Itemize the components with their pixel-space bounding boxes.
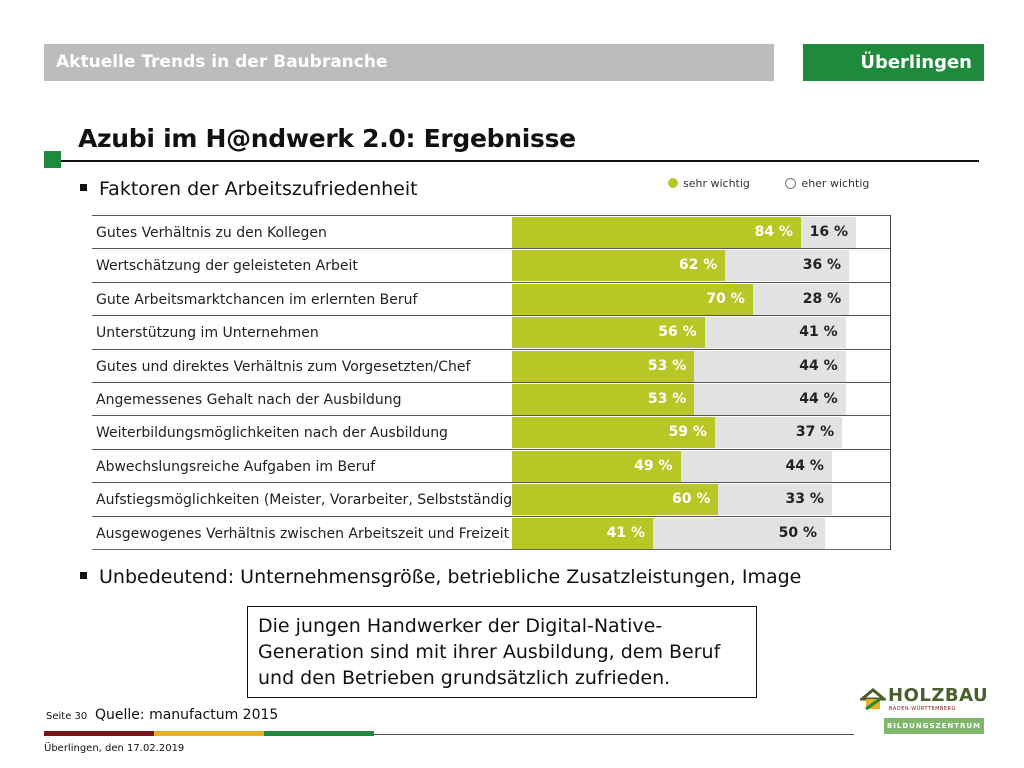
footer-rule — [374, 734, 854, 735]
data-label: 41 % — [799, 324, 838, 341]
bullet-factors: Faktoren der Arbeitszufriedenheit — [80, 178, 418, 200]
conclusion-box: Die jungen Handwerker der Digital-Native… — [247, 606, 757, 698]
category-label: Gutes Verhältnis zu den Kollegen — [96, 225, 327, 241]
logo-band: BILDUNGSZENTRUM — [884, 718, 984, 734]
bullet-unimportant-text: Unbedeutend: Unternehmensgröße, betriebl… — [99, 566, 802, 588]
page-title: Azubi im H@ndwerk 2.0: Ergebnisse — [78, 124, 576, 153]
bar-very-important: 53 % — [512, 350, 695, 382]
chart-row: Aufstiegsmöglichkeiten (Meister, Vorarbe… — [92, 482, 890, 516]
bar-very-important: 56 % — [512, 317, 705, 349]
footer-source: Quelle: manufactum 2015 — [95, 707, 279, 723]
data-label: 50 % — [778, 524, 818, 541]
data-label: 49 % — [634, 457, 673, 474]
chart-row: Gute Arbeitsmarktchancen im erlernten Be… — [92, 281, 890, 315]
data-label: 44 % — [799, 391, 838, 407]
chart-row: Ausgewogenes Verhältnis zwischen Arbeits… — [92, 515, 890, 549]
bar-rather-important: 16 % — [800, 217, 856, 248]
bullet-marker — [80, 184, 87, 191]
title-divider — [61, 160, 979, 162]
chart-row: Wertschätzung der geleisteten Arbeit 62 %… — [92, 248, 890, 282]
data-label: 60 % — [672, 491, 711, 508]
data-label: 33 % — [785, 491, 824, 508]
category-label: Gute Arbeitsmarktchancen im erlernten Be… — [96, 291, 418, 308]
data-label: 56 % — [658, 324, 697, 341]
category-label: Aufstiegsmöglichkeiten (Meister, Vorarbe… — [96, 492, 544, 509]
house-logo-icon — [860, 688, 886, 711]
data-label: 37 % — [795, 424, 835, 441]
data-label: 16 % — [809, 224, 848, 240]
location-badge: Überlingen — [803, 44, 984, 81]
legend-label-rather-important: eher wichtig — [801, 177, 870, 190]
chart-row: Abwechslungsreiche Aufgaben im Beruf 49 %… — [92, 448, 890, 482]
category-label: Gutes und direktes Verhältnis zum Vorges… — [96, 358, 471, 375]
legend-label-very-important: sehr wichtig — [683, 177, 750, 190]
footer-stripe-red — [44, 731, 154, 736]
bar-rather-important: 41 % — [704, 317, 846, 349]
conclusion-text: Die jungen Handwerker der Digital-Native… — [258, 615, 721, 689]
footer-date: Überlingen, den 17.02.2019 — [44, 743, 185, 754]
category-label: Wertschätzung der geleisteten Arbeit — [96, 258, 358, 275]
bar-rather-important: 28 % — [752, 283, 850, 315]
bar-rather-important: 33 % — [718, 484, 832, 516]
bar-rather-important: 44 % — [694, 350, 846, 382]
data-label: 53 % — [647, 391, 687, 407]
bar-very-important: 49 % — [512, 450, 681, 482]
title-accent-square — [44, 151, 61, 168]
category-label: Abwechslungsreiche Aufgaben im Beruf — [96, 458, 376, 475]
footer-stripe-green — [264, 731, 374, 736]
data-label: 53 % — [647, 357, 687, 374]
data-label: 28 % — [802, 290, 842, 307]
bar-very-important: 59 % — [512, 417, 715, 449]
bullet-unimportant: Unbedeutend: Unternehmensgröße, betriebl… — [80, 566, 801, 588]
data-label: 59 % — [668, 424, 707, 441]
footer-stripe-yellow — [154, 731, 264, 736]
bar-very-important: 41 % — [512, 517, 654, 549]
bar-very-important: 53 % — [512, 384, 695, 415]
holzbau-logo: HOLZBAU BADEN-WÜRTTEMBERG BILDUNGSZENTRU… — [860, 685, 988, 735]
location-label: Überlingen — [860, 52, 972, 73]
bar-very-important: 70 % — [512, 283, 753, 315]
data-label: 41 % — [606, 524, 646, 541]
bar-rather-important: 44 % — [680, 450, 832, 482]
bar-very-important: 62 % — [512, 250, 726, 282]
legend-swatch-rather-important — [785, 177, 797, 189]
category-label: Angemessenes Gehalt nach der Ausbildung — [96, 392, 402, 408]
chart-row: Weiterbildungsmöglichkeiten nach der Aus… — [92, 415, 890, 449]
bar-very-important: 84 % — [512, 217, 801, 248]
footer-page-number: Seite 30 — [46, 711, 88, 722]
bar-rather-important: 44 % — [694, 384, 846, 415]
chart-row: Gutes Verhältnis zu den Kollegen 84 % 16 % — [92, 215, 890, 248]
chart-row: Angemessenes Gehalt nach der Ausbildung 5… — [92, 382, 890, 415]
data-label: 36 % — [802, 257, 842, 274]
bar-very-important: 60 % — [512, 484, 719, 516]
chart-legend: sehr wichtig eher wichtig — [668, 177, 901, 190]
bullet-factors-text: Faktoren der Arbeitszufriedenheit — [99, 178, 418, 200]
data-label: 44 % — [785, 457, 824, 474]
data-label: 62 % — [678, 257, 718, 274]
data-label: 84 % — [754, 224, 793, 240]
section-header-title: Aktuelle Trends in der Baubranche — [56, 52, 388, 72]
data-label: 70 % — [706, 290, 745, 307]
bar-rather-important: 36 % — [725, 250, 850, 282]
bar-rather-important: 37 % — [714, 417, 843, 449]
chart-row: Unterstützung im Unternehmen 56 % 41 % — [92, 315, 890, 349]
category-label: Ausgewogenes Verhältnis zwischen Arbeits… — [96, 525, 510, 542]
category-label: Weiterbildungsmöglichkeiten nach der Aus… — [96, 425, 448, 442]
legend-item-very-important: sehr wichtig — [668, 177, 750, 190]
bar-rather-important: 50 % — [653, 517, 826, 549]
bullet-marker — [80, 572, 87, 579]
legend-swatch-very-important — [668, 178, 678, 188]
data-label: 44 % — [799, 357, 838, 374]
category-label: Unterstützung im Unternehmen — [96, 325, 319, 342]
stacked-bar-chart: Gutes Verhältnis zu den Kollegen 84 % 16 %… — [92, 215, 891, 550]
legend-item-rather-important: eher wichtig — [785, 177, 869, 190]
logo-wordmark: HOLZBAU — [888, 685, 989, 706]
chart-row: Gutes und direktes Verhältnis zum Vorges… — [92, 348, 890, 382]
logo-subtitle: BADEN-WÜRTTEMBERG — [889, 706, 956, 712]
section-header-bar: Aktuelle Trends in der Baubranche — [44, 44, 774, 81]
